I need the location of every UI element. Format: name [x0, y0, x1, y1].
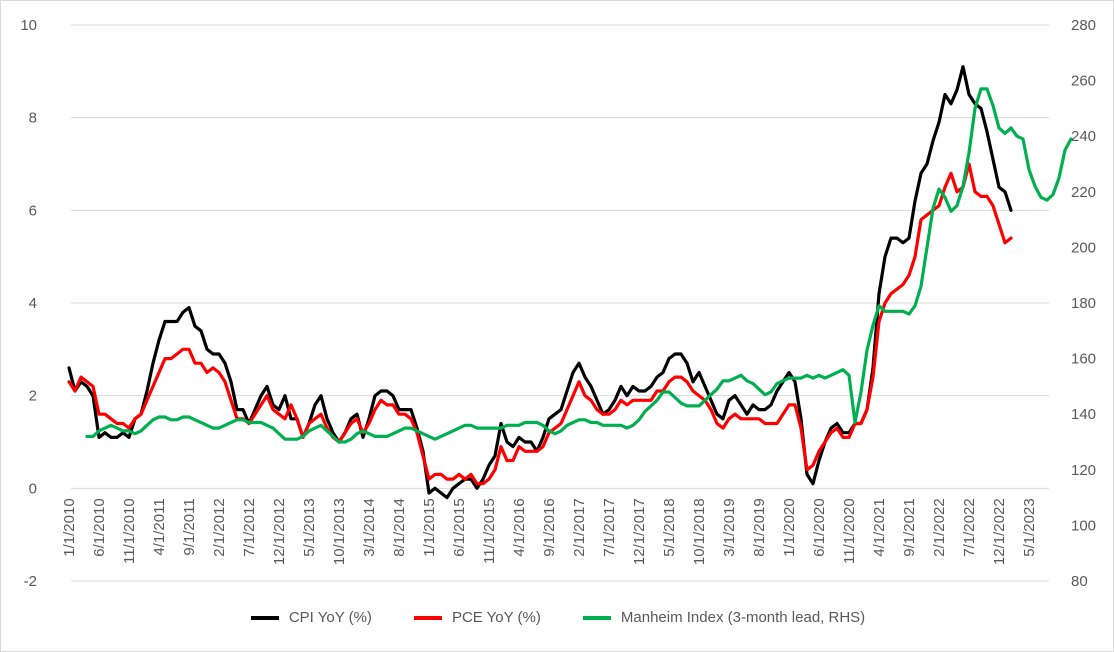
line-chart: -2 0 2 4 6 8 10 80 100 120 140 160 180 200 220 240 260 2… — [20, 17, 1096, 590]
x-tick-label: 12/1/2022 — [991, 498, 1008, 565]
x-tick-label: 3/1/2019 — [721, 498, 738, 556]
left-tick-label: 6 — [29, 202, 37, 219]
right-tick-label: 100 — [1071, 517, 1096, 534]
x-tick-label: 4/1/2011 — [151, 498, 168, 555]
x-axis: 1/1/2010 6/1/2010 11/1/2010 4/1/2011 9/1/201… — [61, 498, 1038, 565]
gridlines — [71, 24, 1049, 582]
x-tick-label: 6/1/2020 — [811, 498, 828, 556]
x-tick-label: 9/1/2011 — [181, 498, 198, 555]
right-tick-label: 80 — [1071, 573, 1088, 590]
x-tick-label: 12/1/2012 — [271, 498, 288, 565]
x-tick-label: 7/1/2022 — [961, 498, 978, 556]
right-tick-label: 140 — [1071, 406, 1096, 423]
left-tick-label: 8 — [29, 110, 37, 127]
right-tick-label: 200 — [1071, 239, 1096, 256]
x-tick-label: 4/1/2021 — [871, 498, 888, 556]
x-tick-label: 4/1/2016 — [511, 498, 528, 556]
x-tick-label: 2/1/2012 — [211, 498, 228, 556]
legend-label-manheim: Manheim Index (3-month lead, RHS) — [620, 609, 866, 626]
x-tick-label: 7/1/2017 — [601, 498, 618, 556]
legend-item-cpi: CPI YoY (%) — [250, 609, 372, 626]
series-lines — [67, 65, 1073, 500]
x-tick-label: 9/1/2021 — [901, 498, 918, 556]
x-tick-label: 12/1/2017 — [631, 498, 648, 565]
x-tick-label: 1/1/2010 — [61, 498, 78, 556]
left-axis-ticks: -2 0 2 4 6 8 10 — [20, 17, 37, 590]
x-tick-label: 3/1/2014 — [361, 498, 378, 556]
x-tick-label: 6/1/2010 — [91, 498, 108, 556]
left-tick-label: -2 — [24, 573, 37, 590]
legend-swatch-pce — [413, 615, 442, 620]
right-tick-label: 160 — [1071, 351, 1096, 368]
x-tick-label: 2/1/2017 — [571, 498, 588, 556]
left-tick-label: 4 — [29, 295, 37, 312]
x-tick-label: 10/1/2013 — [331, 498, 348, 565]
x-tick-label: 8/1/2014 — [391, 498, 408, 556]
left-tick-label: 0 — [29, 480, 37, 497]
x-tick-label: 7/1/2012 — [241, 498, 258, 556]
legend-swatch-manheim — [582, 615, 611, 620]
x-tick-label: 5/1/2013 — [301, 498, 318, 556]
legend: CPI YoY (%) PCE YoY (%) Manheim Index (3… — [1, 609, 1114, 626]
series-line-cpi — [67, 65, 1013, 500]
legend-item-manheim: Manheim Index (3-month lead, RHS) — [582, 609, 866, 626]
right-tick-label: 180 — [1071, 295, 1096, 312]
x-tick-label: 9/1/2016 — [541, 498, 558, 556]
left-tick-label: 2 — [29, 388, 37, 405]
legend-label-pce: PCE YoY (%) — [451, 609, 541, 626]
x-tick-label: 10/1/2018 — [691, 498, 708, 565]
right-tick-label: 260 — [1071, 73, 1096, 90]
right-axis-ticks: 80 100 120 140 160 180 200 220 240 260 280 — [1071, 17, 1096, 590]
x-tick-label: 5/1/2018 — [661, 498, 678, 556]
right-tick-label: 240 — [1071, 128, 1096, 145]
x-tick-label: 8/1/2019 — [751, 498, 768, 556]
series-line-pce — [67, 162, 1013, 486]
right-tick-label: 220 — [1071, 184, 1096, 201]
right-tick-label: 120 — [1071, 462, 1096, 479]
x-tick-label: 11/1/2015 — [481, 498, 498, 564]
x-tick-label: 1/1/2015 — [421, 498, 438, 556]
x-tick-label: 1/1/2020 — [781, 498, 798, 556]
x-tick-label: 11/1/2010 — [121, 498, 138, 564]
right-tick-label: 280 — [1071, 17, 1096, 34]
legend-label-cpi: CPI YoY (%) — [288, 609, 372, 626]
left-tick-label: 10 — [20, 17, 37, 34]
legend-swatch-cpi — [250, 615, 279, 620]
legend-item-pce: PCE YoY (%) — [413, 609, 541, 626]
series-line-manheim — [85, 87, 1073, 444]
x-tick-label: 5/1/2023 — [1021, 498, 1038, 556]
x-tick-label: 11/1/2020 — [841, 498, 858, 564]
x-tick-label: 2/1/2022 — [931, 498, 948, 556]
x-tick-label: 6/1/2015 — [451, 498, 468, 556]
